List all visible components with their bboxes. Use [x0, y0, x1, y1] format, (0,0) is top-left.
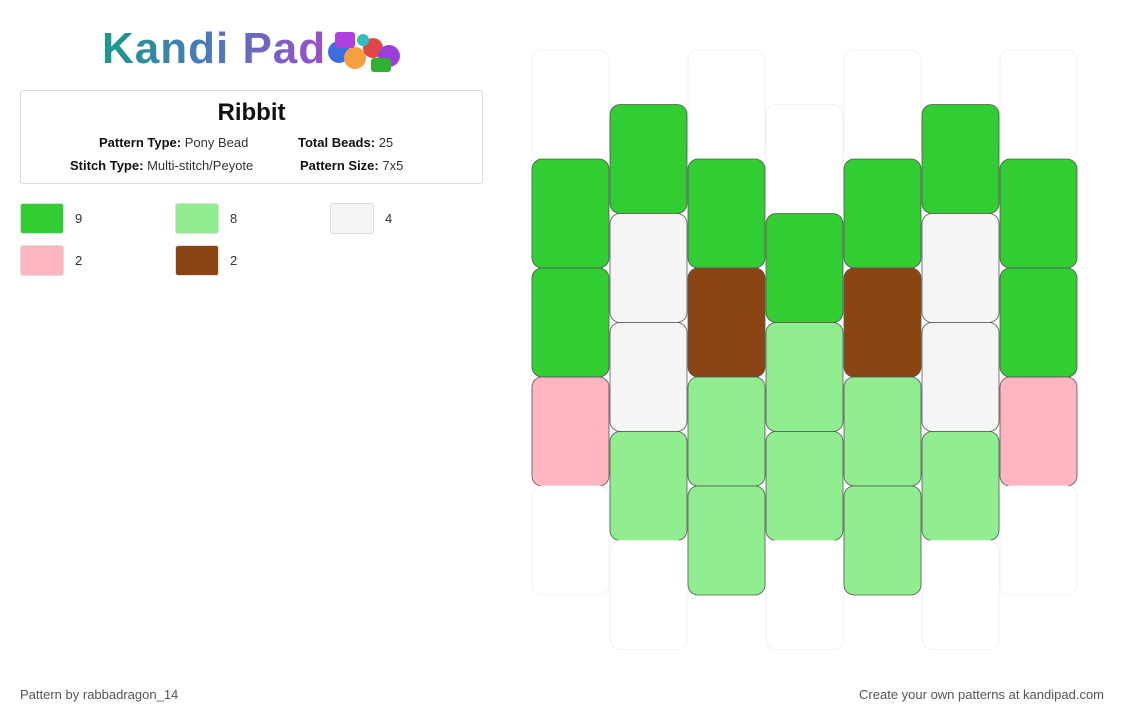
field-label: Pattern Size: [300, 158, 379, 173]
bead [687, 158, 766, 269]
color-swatch [175, 245, 219, 276]
bead [921, 431, 1000, 541]
field-value: 7x5 [382, 158, 404, 173]
bead [531, 376, 610, 487]
empty-cell [921, 540, 1000, 650]
field-value: Pony Bead [184, 135, 249, 150]
color-swatch [175, 203, 219, 234]
empty-cell [531, 49, 610, 160]
bead-count: 9 [75, 211, 83, 226]
bead [531, 158, 610, 269]
bead [609, 213, 688, 323]
bead [765, 213, 844, 323]
empty-cell [999, 485, 1078, 596]
bead [531, 267, 610, 378]
field-label: Pattern Type: [99, 135, 182, 150]
logo: Kandi Pad [102, 24, 327, 73]
field: Stitch Type: Multi-stitch/Peyote [70, 158, 253, 173]
field-value: Multi-stitch/Peyote [147, 158, 254, 173]
empty-cell [765, 104, 844, 214]
bead [843, 267, 922, 378]
bead [921, 104, 1000, 214]
field: Pattern Size: 7x5 [300, 158, 403, 173]
field: Pattern Type: Pony Bead [99, 135, 248, 150]
info-card: Ribbit Pattern Type: Pony Bead Total Bea… [20, 90, 483, 184]
bead [843, 158, 922, 269]
bead [999, 376, 1078, 487]
footer-credit: Pattern by rabbadragon_14 [20, 687, 179, 702]
empty-cell [765, 540, 844, 650]
pattern-title: Ribbit [217, 99, 286, 126]
bead-count: 2 [230, 253, 238, 268]
bead [999, 267, 1078, 378]
field: Total Beads: 25 [298, 135, 393, 150]
footer-link: Create your own patterns at kandipad.com [859, 687, 1104, 702]
bead [921, 213, 1000, 323]
color-swatch [20, 245, 64, 276]
bead [687, 485, 766, 596]
bead [609, 104, 688, 214]
bead [687, 267, 766, 378]
bead [765, 431, 844, 541]
bead [999, 158, 1078, 269]
field-value: 25 [378, 135, 394, 150]
bead [609, 322, 688, 432]
empty-cell [609, 540, 688, 650]
empty-cell [687, 49, 766, 160]
bead-count: 2 [75, 253, 83, 268]
field-label: Stitch Type: [70, 158, 144, 173]
empty-cell [999, 49, 1078, 160]
bead [921, 322, 1000, 432]
bead-count: 8 [230, 211, 238, 226]
bead [687, 376, 766, 487]
field-label: Total Beads: [298, 135, 376, 150]
empty-cell [843, 49, 922, 160]
bead [843, 485, 922, 596]
logo-icon [328, 32, 400, 72]
color-swatch [330, 203, 374, 234]
bead [765, 322, 844, 432]
empty-cell [531, 485, 610, 596]
color-swatch [20, 203, 64, 234]
bead-count: 4 [385, 211, 393, 226]
bead [843, 376, 922, 487]
bead [609, 431, 688, 541]
